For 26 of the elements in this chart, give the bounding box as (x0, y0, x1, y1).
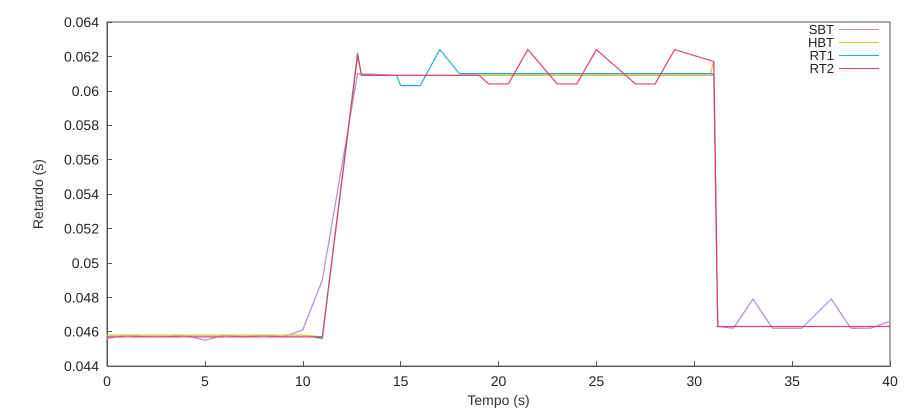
legend-label: RT1 (810, 48, 834, 63)
legend-label: HBT (808, 35, 834, 50)
y-tick-label: 0.046 (64, 324, 100, 340)
x-tick-label: 25 (588, 373, 604, 390)
y-tick-label: 0.056 (64, 152, 100, 168)
x-axis-title: Tempo (s) (467, 392, 530, 408)
x-tick-label: 20 (490, 373, 506, 390)
x-tick-label: 0 (103, 373, 112, 390)
x-tick-label: 30 (686, 373, 702, 390)
legend-label: SBT (808, 22, 834, 37)
y-tick-label: 0.06 (72, 82, 100, 99)
y-tick-label: 0.048 (64, 289, 100, 306)
y-tick-label: 0.058 (64, 117, 100, 134)
y-tick-label: 0.044 (64, 358, 100, 374)
x-tick-label: 40 (882, 373, 898, 390)
x-tick-label: 10 (294, 373, 311, 390)
y-axis-title: Retardo (s) (30, 159, 46, 230)
x-tick-label: 35 (784, 373, 800, 390)
y-tick-label: 0.054 (64, 186, 100, 202)
y-tick-label: 0.064 (64, 14, 100, 30)
y-tick-label: 0.052 (64, 220, 100, 236)
x-tick-label: 5 (200, 373, 209, 390)
y-tick-label: 0.062 (64, 48, 100, 64)
x-tick-label: 15 (392, 373, 409, 390)
y-tick-label: 0.05 (72, 254, 100, 271)
legend-label: RT2 (810, 61, 834, 76)
